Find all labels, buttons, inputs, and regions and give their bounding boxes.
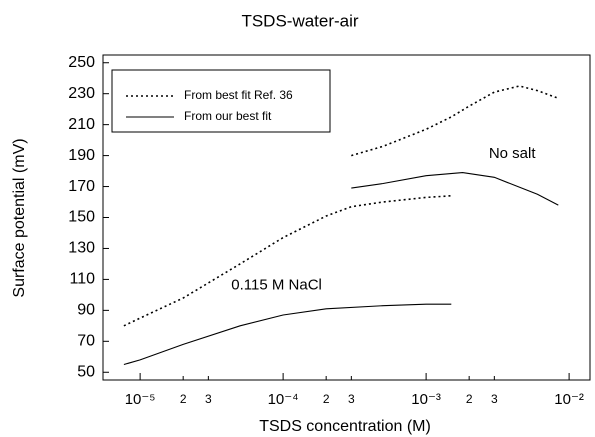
x-tick-label: 3: [491, 392, 498, 406]
x-tick-label: 10⁻⁵: [125, 391, 156, 408]
y-tick-label: 70: [77, 333, 95, 350]
series-line: [123, 303, 452, 366]
chart-title: TSDS-water-air: [241, 11, 358, 30]
legend-label: From our best fit: [184, 109, 272, 123]
annotation: 0.115 M NaCl: [231, 277, 322, 294]
x-tick-label: 10⁻²: [554, 391, 584, 408]
y-tick-label: 90: [77, 302, 95, 319]
y-tick-label: 230: [68, 85, 95, 102]
series-line: [351, 85, 559, 157]
x-tick-label: 10⁻³: [411, 391, 441, 408]
x-tick-label: 3: [205, 392, 212, 406]
x-tick-label: 2: [180, 392, 187, 406]
x-axis-label: TSDS concentration (M): [259, 418, 431, 435]
x-tick-label: 2: [323, 392, 330, 406]
y-tick-label: 250: [68, 54, 95, 71]
legend-label: From best fit Ref. 36: [184, 88, 293, 102]
y-tick-label: 150: [68, 209, 95, 226]
y-tick-label: 50: [77, 363, 95, 380]
y-tick-label: 210: [68, 116, 95, 133]
series-line: [351, 172, 559, 206]
x-tick-label: 3: [348, 392, 355, 406]
y-tick-label: 110: [69, 271, 95, 288]
series-line: [123, 195, 452, 327]
y-axis-label: Surface potential (mV): [11, 138, 28, 297]
x-tick-label: 2: [466, 392, 473, 406]
y-tick-label: 190: [68, 147, 95, 164]
annotation: No salt: [489, 145, 537, 162]
y-tick-label: 170: [68, 178, 95, 195]
x-tick-label: 10⁻⁴: [268, 391, 299, 408]
y-tick-label: 130: [68, 240, 95, 257]
legend-box: [111, 69, 331, 133]
